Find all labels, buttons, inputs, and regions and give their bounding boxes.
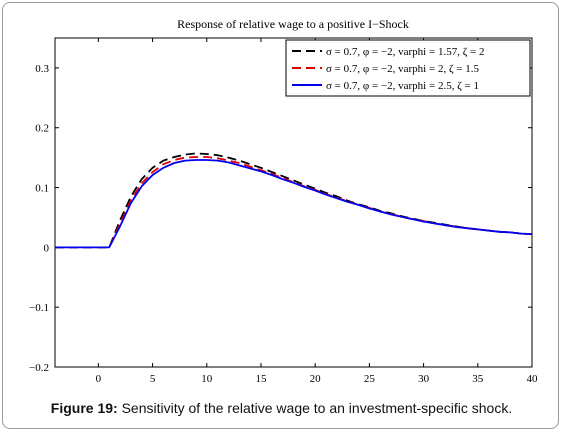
legend-box: [285, 39, 531, 97]
legend-label: σ = 0.7, φ = −2, varphi = 2, ζ = 1.5: [326, 63, 479, 75]
series-line-blue-solid: [55, 159, 533, 249]
y-tick-label: 0.3: [35, 63, 49, 75]
line-chart: Response of relative wage to a positive …: [29, 17, 539, 385]
legend-label: σ = 0.7, φ = −2, varphi = 1.57, ζ = 2: [326, 46, 484, 58]
x-tick-label: 40: [527, 373, 539, 385]
x-tick-label: 10: [201, 373, 213, 385]
series-line-black-dashed: [55, 152, 533, 249]
x-tick-label: 5: [150, 373, 156, 385]
y-tick-label: −0.1: [29, 302, 49, 314]
y-tick-label: 0: [44, 242, 50, 254]
series-line-red-dashed: [55, 156, 533, 249]
x-tick-label: 25: [364, 373, 376, 385]
y-tick-label: 0.2: [35, 123, 49, 135]
x-tick-label: 35: [472, 373, 484, 385]
x-tick-label: 0: [96, 373, 102, 385]
figure-caption-label: Figure 19:: [50, 400, 118, 416]
legend-label: σ = 0.7, φ = −2, varphi = 2.5, ζ = 1: [326, 80, 479, 92]
y-tick-label: −0.2: [29, 362, 49, 374]
plot-area-box: [54, 37, 533, 368]
figure-caption: Figure 19: Sensitivity of the relative w…: [0, 400, 563, 416]
x-tick-label: 15: [255, 373, 267, 385]
x-tick-label: 30: [418, 373, 430, 385]
y-tick-label: 0.1: [35, 183, 49, 195]
x-tick-label: 20: [310, 373, 322, 385]
figure-caption-text: Sensitivity of the relative wage to an i…: [117, 400, 513, 416]
chart-title: Response of relative wage to a positive …: [177, 17, 409, 31]
